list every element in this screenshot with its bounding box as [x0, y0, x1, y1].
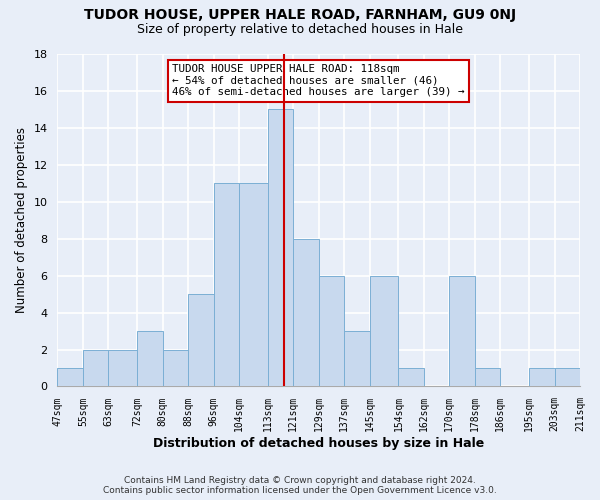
Bar	[58, 368, 83, 386]
Bar	[370, 276, 398, 386]
Bar	[239, 184, 268, 386]
Bar	[163, 350, 188, 387]
Y-axis label: Number of detached properties: Number of detached properties	[15, 127, 28, 313]
Bar	[475, 368, 500, 386]
Bar	[188, 294, 214, 386]
X-axis label: Distribution of detached houses by size in Hale: Distribution of detached houses by size …	[153, 437, 484, 450]
Bar	[293, 238, 319, 386]
Bar	[319, 276, 344, 386]
Bar	[529, 368, 554, 386]
Bar	[398, 368, 424, 386]
Bar	[109, 350, 137, 387]
Text: Size of property relative to detached houses in Hale: Size of property relative to detached ho…	[137, 22, 463, 36]
Text: TUDOR HOUSE, UPPER HALE ROAD, FARNHAM, GU9 0NJ: TUDOR HOUSE, UPPER HALE ROAD, FARNHAM, G…	[84, 8, 516, 22]
Bar	[83, 350, 109, 387]
Bar	[554, 368, 580, 386]
Text: TUDOR HOUSE UPPER HALE ROAD: 118sqm
← 54% of detached houses are smaller (46)
46: TUDOR HOUSE UPPER HALE ROAD: 118sqm ← 54…	[172, 64, 465, 97]
Bar	[137, 331, 163, 386]
Bar	[268, 110, 293, 386]
Bar	[214, 184, 239, 386]
Text: Contains HM Land Registry data © Crown copyright and database right 2024.
Contai: Contains HM Land Registry data © Crown c…	[103, 476, 497, 495]
Bar	[449, 276, 475, 386]
Bar	[344, 331, 370, 386]
